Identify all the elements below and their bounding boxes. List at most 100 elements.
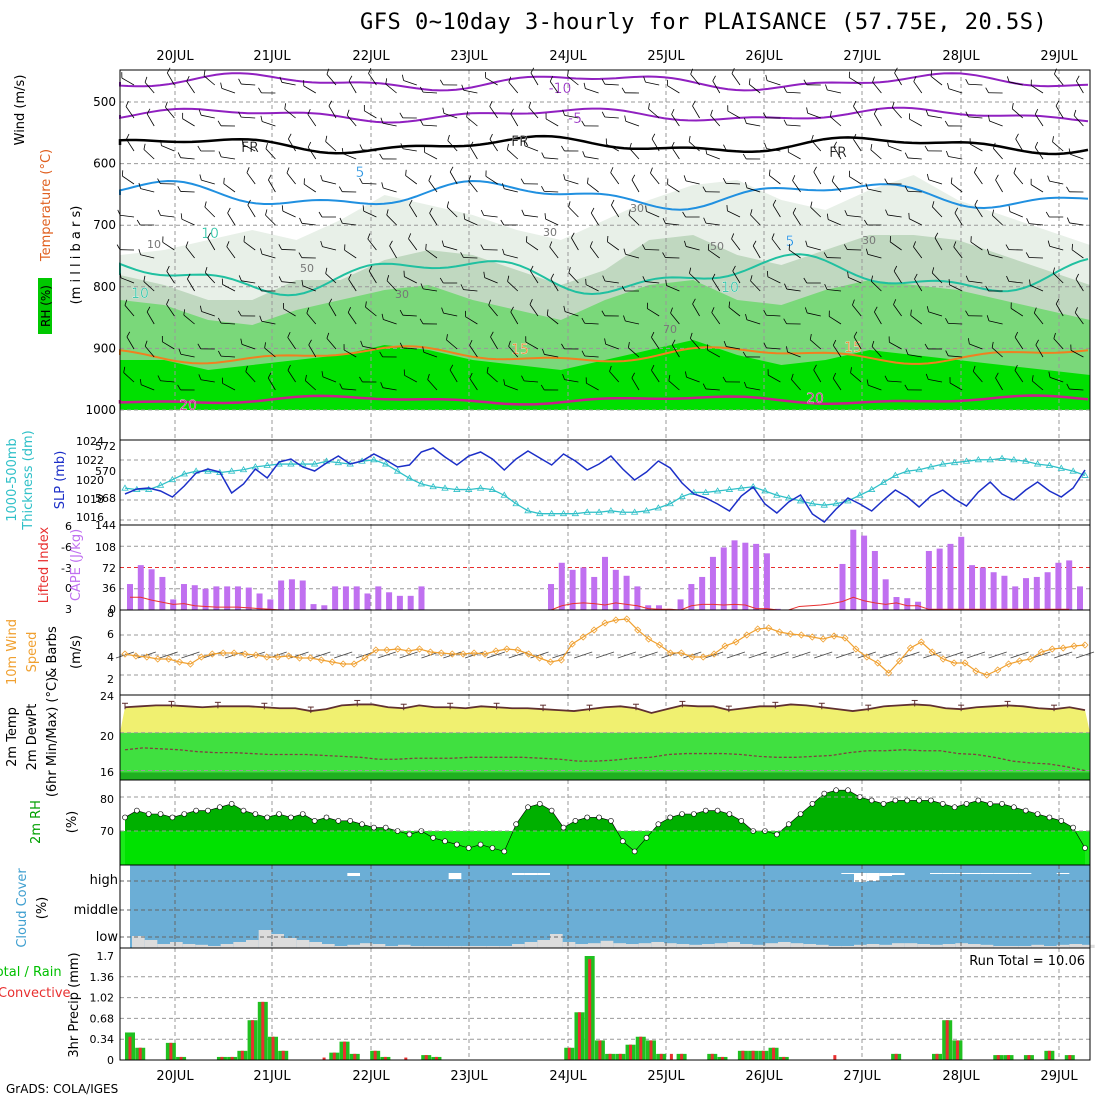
barb-feather — [449, 166, 454, 173]
barb-feather — [403, 369, 405, 376]
barb-feather — [177, 186, 181, 192]
rh2m-marker — [999, 800, 1005, 807]
barb-feather — [806, 107, 809, 114]
wind-barb — [889, 236, 902, 251]
ylabel-thickness2: Thickness (dm) — [21, 430, 36, 530]
wind-barb — [425, 243, 438, 259]
barb-feather — [702, 186, 707, 192]
wind-barb — [143, 275, 155, 292]
barb-feather — [177, 384, 181, 391]
cape-bar — [861, 535, 868, 610]
wind-barb — [185, 241, 195, 259]
wind-barb — [268, 174, 276, 193]
wind-barb — [204, 266, 216, 284]
barb-feather — [1006, 275, 1010, 282]
barb-shaft — [930, 76, 943, 86]
barb-shaft — [463, 289, 478, 292]
wind-barb — [685, 371, 700, 383]
wind-barb — [226, 241, 236, 259]
barb-feather — [549, 76, 554, 82]
barb-feather — [136, 219, 141, 226]
barb-feather — [348, 75, 353, 82]
wind-barb — [544, 213, 559, 226]
rh2m-marker — [904, 797, 911, 804]
barb-feather — [325, 135, 328, 142]
barb-feather — [581, 120, 585, 127]
wind-speed-marker — [317, 656, 325, 664]
wind-barb — [642, 276, 660, 284]
barb-feather — [1029, 279, 1031, 286]
wind-barb — [1076, 75, 1084, 94]
wind-barb — [1052, 267, 1064, 284]
barb-shaft — [385, 83, 397, 94]
wind-barb — [348, 75, 357, 94]
barb-feather — [299, 217, 303, 224]
rh2m-marker — [868, 797, 875, 804]
barb-shaft — [125, 106, 135, 119]
rh-contour-label: 30 — [630, 202, 644, 215]
barb-shaft — [645, 81, 660, 86]
thickness-marker — [654, 504, 663, 511]
barb-feather — [826, 213, 829, 220]
rh2m-marker — [797, 811, 804, 817]
barb-shaft — [872, 81, 882, 94]
barb-shaft — [1052, 141, 1064, 152]
thickness-marker — [891, 471, 900, 478]
barb-shaft — [970, 143, 983, 152]
cloud-level-label: high — [90, 873, 118, 888]
ylabel-temp: 2m Temp — [5, 707, 20, 767]
barb-feather — [125, 101, 129, 107]
barb-feather — [752, 240, 757, 247]
wind-barb — [811, 134, 822, 152]
barb-feather — [203, 70, 206, 77]
barb-shaft — [948, 355, 963, 358]
barb-shaft — [524, 145, 539, 152]
wind-barb — [642, 244, 660, 251]
isotherm-label: 5 — [786, 234, 795, 250]
wind-barb — [463, 213, 478, 226]
barb-shaft — [807, 112, 821, 119]
wind-barb — [446, 201, 458, 218]
wind-barb — [260, 115, 276, 127]
barb-feather — [954, 207, 959, 214]
barb-feather — [891, 101, 895, 108]
wind-speed-marker — [383, 646, 391, 654]
barb-shaft — [507, 281, 519, 292]
cloud-low-bar — [360, 943, 373, 948]
thickness-marker — [287, 460, 295, 467]
wind-barb — [604, 338, 619, 350]
barb-feather — [166, 298, 170, 305]
wind-barb — [711, 273, 721, 292]
wind-barb — [947, 82, 963, 94]
barb-shaft — [469, 378, 478, 391]
wind-barb-10m — [552, 651, 571, 659]
wind-barb — [1066, 383, 1084, 391]
wind-barb-10m — [704, 651, 724, 659]
rh2m-marker — [548, 807, 555, 814]
barb-shaft — [868, 384, 882, 391]
barb-feather — [221, 377, 224, 384]
cape-bar — [202, 588, 209, 610]
barb-feather — [502, 183, 505, 189]
wind-barb — [645, 205, 660, 218]
thickness-marker — [559, 509, 568, 517]
wind-barb-10m — [748, 651, 767, 659]
wind-barb-10m — [574, 651, 593, 659]
cape-bar — [645, 605, 652, 610]
wind-barb — [338, 186, 357, 193]
cloud-low-bar — [904, 943, 918, 948]
precip-conv-bar — [404, 1057, 408, 1060]
barb-feather — [1076, 75, 1080, 82]
wind-speed-marker — [503, 645, 511, 653]
barb-feather — [825, 84, 828, 91]
barb-feather — [1006, 76, 1010, 83]
barb-shaft — [708, 249, 721, 259]
wind-barb — [726, 205, 741, 218]
barb-feather — [992, 209, 995, 216]
barb-feather — [853, 133, 857, 140]
cape-bar — [688, 584, 695, 610]
barb-shaft — [611, 204, 620, 218]
barb-feather — [542, 348, 545, 355]
wind-speed-marker — [165, 655, 173, 663]
wind-speed-marker — [121, 650, 129, 658]
